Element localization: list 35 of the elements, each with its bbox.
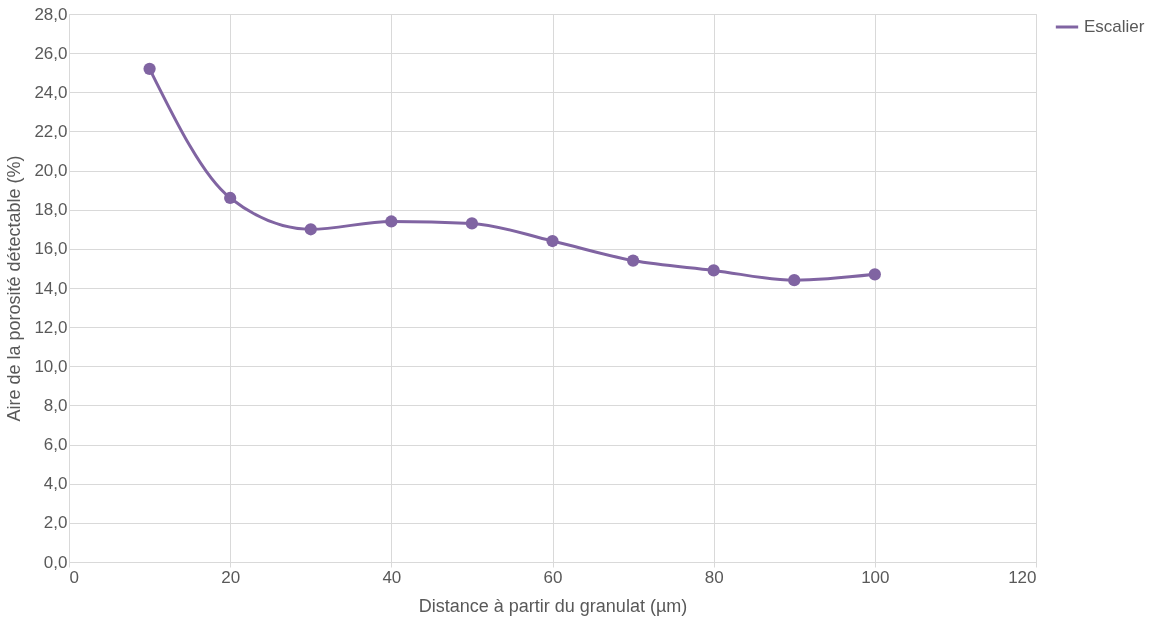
y-axis-title: Aire de la porosité détectable (%) bbox=[4, 155, 25, 422]
y-tick-label: 2,0 bbox=[43, 513, 68, 533]
y-tick-label: 26,0 bbox=[34, 43, 68, 63]
point bbox=[224, 191, 237, 205]
point bbox=[465, 217, 479, 230]
point bbox=[707, 264, 720, 277]
point bbox=[546, 234, 559, 248]
x-tick-label: 60 bbox=[543, 567, 563, 587]
y-tick-label: 28,0 bbox=[34, 4, 68, 24]
y-tick-label: 8,0 bbox=[43, 395, 68, 415]
y-tick-label: 0,0 bbox=[43, 552, 68, 572]
y-tick-label: 20,0 bbox=[34, 161, 68, 181]
point bbox=[143, 62, 156, 75]
y-tick-label: 18,0 bbox=[34, 200, 68, 220]
x-axis-title: Distance à partir du granulat (µm) bbox=[418, 595, 688, 616]
y-tick-label: 10,0 bbox=[34, 356, 68, 376]
x-tick-label: 80 bbox=[704, 567, 724, 587]
point bbox=[626, 254, 640, 267]
point bbox=[788, 274, 801, 287]
y-tick-label: 4,0 bbox=[43, 474, 68, 494]
x-tick-label: 40 bbox=[382, 567, 402, 587]
legend-label: Escalier bbox=[1084, 17, 1145, 36]
point bbox=[304, 223, 317, 236]
y-tick-label: 14,0 bbox=[34, 278, 68, 298]
y-tick-label: 16,0 bbox=[34, 239, 68, 259]
x-tick-label: 100 bbox=[861, 567, 890, 587]
y-tick-label: 24,0 bbox=[34, 82, 68, 102]
x-tick-label: 120 bbox=[1008, 567, 1037, 587]
y-tick-label: 6,0 bbox=[43, 435, 68, 455]
y-tick-label: 12,0 bbox=[34, 317, 68, 337]
x-tick-label: 20 bbox=[221, 567, 241, 587]
x-tick-label: 0 bbox=[69, 567, 79, 587]
y-tick-label: 22,0 bbox=[34, 121, 68, 141]
point bbox=[868, 268, 881, 281]
point bbox=[385, 215, 398, 228]
